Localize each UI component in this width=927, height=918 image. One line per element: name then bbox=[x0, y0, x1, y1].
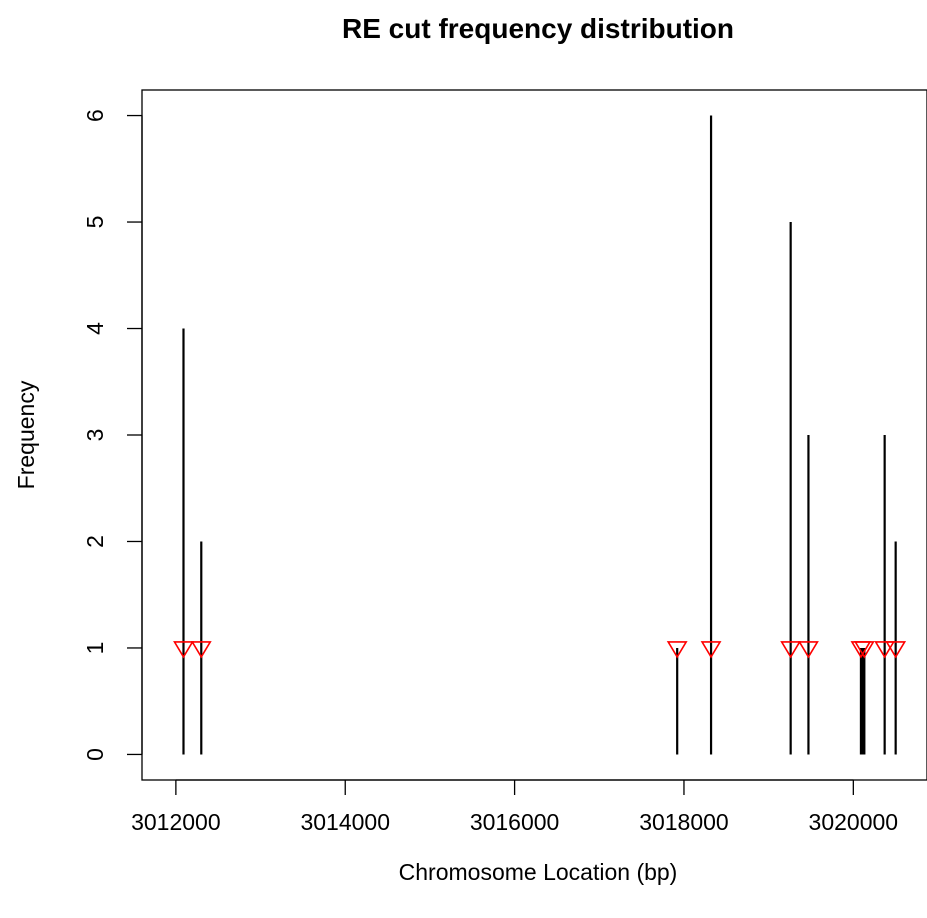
cut-site-marker bbox=[874, 641, 896, 659]
cut-site-marker bbox=[780, 641, 802, 659]
cut-site-marker bbox=[853, 641, 875, 659]
cut-site-marker bbox=[190, 641, 212, 659]
y-tick-label: 0 bbox=[82, 748, 108, 761]
y-tick-label: 4 bbox=[82, 322, 108, 335]
y-axis-label: Frequency bbox=[13, 380, 39, 489]
x-tick-label: 3012000 bbox=[131, 809, 221, 835]
x-tick-label: 3020000 bbox=[809, 809, 899, 835]
chart-title: RE cut frequency distribution bbox=[342, 13, 734, 44]
cut-site-marker bbox=[885, 641, 907, 659]
cut-site-markers bbox=[173, 641, 907, 659]
cut-site-marker bbox=[700, 641, 722, 659]
y-axis: 0 1 2 3 4 5 6 bbox=[82, 109, 143, 761]
x-axis: 3012000 3014000 3016000 3018000 3020000 bbox=[131, 779, 899, 835]
y-tick-label: 2 bbox=[82, 535, 108, 548]
cut-site-marker bbox=[666, 641, 688, 659]
y-tick-label: 1 bbox=[82, 642, 108, 655]
x-tick-label: 3014000 bbox=[300, 809, 390, 835]
cut-site-marker bbox=[798, 641, 819, 659]
cut-site-marker bbox=[173, 641, 194, 659]
y-tick-label: 6 bbox=[82, 109, 108, 122]
y-tick-label: 5 bbox=[82, 216, 108, 229]
frequency-lines bbox=[182, 115, 897, 755]
x-tick-label: 3018000 bbox=[639, 809, 729, 835]
x-tick-label: 3016000 bbox=[470, 809, 560, 835]
x-axis-label: Chromosome Location (bp) bbox=[399, 859, 678, 885]
y-tick-label: 3 bbox=[82, 429, 108, 442]
